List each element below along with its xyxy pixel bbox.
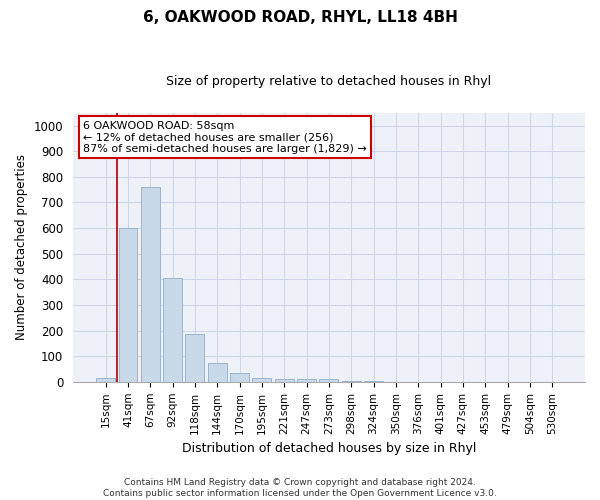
Text: Contains HM Land Registry data © Crown copyright and database right 2024.
Contai: Contains HM Land Registry data © Crown c…: [103, 478, 497, 498]
Bar: [275, 378, 294, 382]
Bar: [342, 380, 361, 382]
Text: 6, OAKWOOD ROAD, RHYL, LL18 4BH: 6, OAKWOOD ROAD, RHYL, LL18 4BH: [143, 10, 457, 25]
X-axis label: Distribution of detached houses by size in Rhyl: Distribution of detached houses by size …: [182, 442, 476, 455]
Bar: [96, 378, 115, 382]
Bar: [208, 362, 227, 382]
Bar: [253, 378, 271, 382]
Bar: [297, 380, 316, 382]
Bar: [230, 373, 249, 382]
Bar: [119, 228, 137, 382]
Bar: [163, 278, 182, 382]
Text: 6 OAKWOOD ROAD: 58sqm
← 12% of detached houses are smaller (256)
87% of semi-det: 6 OAKWOOD ROAD: 58sqm ← 12% of detached …: [83, 121, 367, 154]
Bar: [185, 334, 205, 382]
Bar: [319, 378, 338, 382]
Title: Size of property relative to detached houses in Rhyl: Size of property relative to detached ho…: [166, 75, 491, 88]
Y-axis label: Number of detached properties: Number of detached properties: [15, 154, 28, 340]
Bar: [141, 187, 160, 382]
